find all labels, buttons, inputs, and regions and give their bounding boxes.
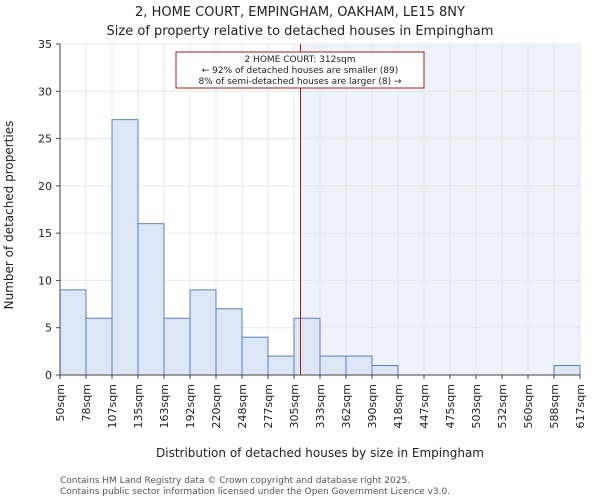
x-tick-label: 588sqm — [548, 384, 561, 428]
x-tick-label: 362sqm — [340, 384, 353, 428]
y-tick-label: 20 — [38, 180, 52, 193]
x-tick-label: 390sqm — [366, 384, 379, 428]
x-tick-label: 248sqm — [236, 384, 249, 428]
x-tick-label: 532sqm — [496, 384, 509, 428]
x-tick-label: 333sqm — [314, 384, 327, 428]
bar — [189, 289, 217, 376]
y-tick-label: 5 — [45, 322, 52, 335]
bar — [293, 317, 321, 376]
y-tick-label: 25 — [38, 133, 52, 146]
x-tick-label: 475sqm — [444, 384, 457, 428]
annotation-line-3: 8% of semi-detached houses are larger (8… — [198, 77, 402, 87]
bar — [137, 223, 165, 376]
bar — [371, 365, 399, 376]
annotation-line-2: ← 92% of detached houses are smaller (89… — [202, 66, 399, 76]
highlight-region — [300, 44, 580, 375]
x-tick-label: 220sqm — [210, 384, 223, 428]
y-tick-label: 35 — [38, 38, 52, 51]
bar — [85, 317, 113, 376]
x-tick-label: 617sqm — [574, 384, 587, 428]
x-tick-label: 560sqm — [522, 384, 535, 428]
y-tick-label: 10 — [38, 274, 52, 287]
annotation-box: 2 HOME COURT: 312sqm ← 92% of detached h… — [175, 51, 425, 89]
annotation-line-1: 2 HOME COURT: 312sqm — [244, 55, 355, 65]
footer-line-2: Contains public sector information licen… — [60, 487, 450, 497]
y-tick-label: 15 — [38, 227, 52, 240]
x-tick-label: 135sqm — [132, 384, 145, 428]
x-tick-label: 503sqm — [470, 384, 483, 428]
bar — [345, 355, 373, 376]
chart-title: 2, HOME COURT, EMPINGHAM, OAKHAM, LE15 8… — [135, 5, 465, 20]
x-tick-label: 447sqm — [418, 384, 431, 428]
x-tick-label: 163sqm — [158, 384, 171, 428]
x-tick-label: 78sqm — [80, 384, 93, 421]
bar — [553, 365, 581, 376]
x-tick-label: 418sqm — [392, 384, 405, 428]
bar — [163, 317, 191, 376]
x-axis-label: Distribution of detached houses by size … — [156, 446, 484, 460]
bar — [319, 355, 347, 376]
x-tick-label: 305sqm — [288, 384, 301, 428]
y-axis-label: Number of detached properties — [2, 121, 16, 310]
x-tick-label: 192sqm — [184, 384, 197, 428]
x-tick-label: 277sqm — [262, 384, 275, 428]
chart-subtitle: Size of property relative to detached ho… — [107, 24, 494, 39]
bar — [111, 119, 139, 376]
annotation-border — [175, 51, 425, 89]
bar — [215, 308, 243, 376]
bar — [241, 336, 269, 376]
bar — [59, 289, 87, 376]
y-tick-label: 0 — [45, 369, 52, 382]
y-tick-label: 30 — [38, 85, 52, 98]
x-tick-label: 50sqm — [54, 384, 67, 421]
x-tick-label: 107sqm — [106, 384, 119, 428]
footer-line-1: Contains HM Land Registry data © Crown c… — [60, 476, 410, 486]
bar — [267, 355, 295, 376]
